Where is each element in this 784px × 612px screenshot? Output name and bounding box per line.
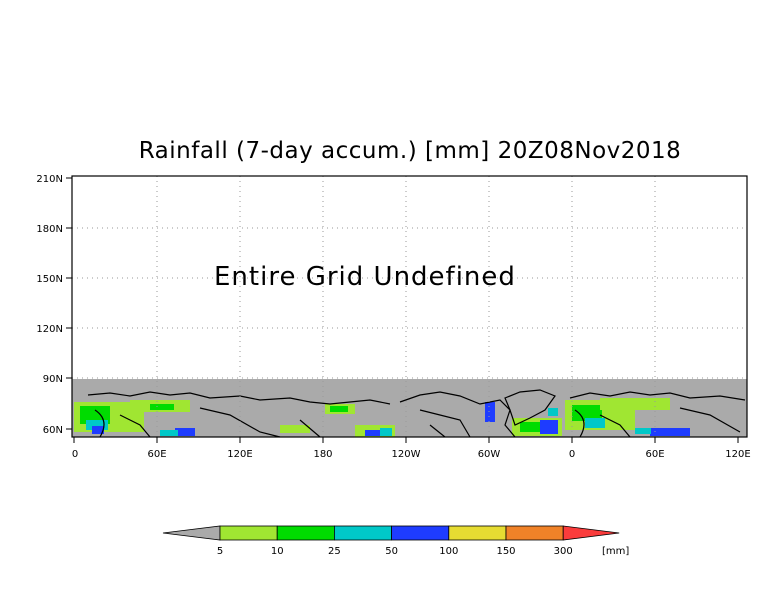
lon-label: 120E (227, 449, 252, 460)
colorbar-bins (219, 525, 620, 541)
precip-patches (74, 398, 690, 437)
lon-label: 0 (569, 449, 575, 460)
colorbar-bin (391, 525, 450, 541)
lon-label: 120W (392, 449, 421, 460)
colorbar-bin (276, 525, 335, 541)
lon-labels: 0 60E 120E 180 120W 60W 0 60E 120E (72, 449, 751, 460)
colorbar-under-triangle (162, 525, 221, 541)
map-frame (71, 175, 748, 438)
lon-label: 60W (478, 449, 501, 460)
colorbar-bin (505, 525, 564, 541)
lat-label: 210N (36, 174, 63, 185)
colorbar-label: 10 (271, 546, 284, 557)
lon-label: 180 (313, 449, 332, 460)
lat-label: 60N (43, 425, 63, 436)
map-title: Rainfall (7-day accum.) [mm] 20Z08Nov201… (138, 138, 682, 164)
colorbar-label: 300 (554, 546, 573, 557)
undefined-grid-message: Entire Grid Undefined (214, 262, 516, 292)
colorbar-label: 150 (496, 546, 515, 557)
lat-labels: 210N 180N 150N 120N 90N 60N (36, 174, 63, 436)
lat-label: 180N (36, 224, 63, 235)
colorbar-bin (448, 525, 507, 541)
colorbar-label: 50 (385, 546, 398, 557)
tick-marks (66, 177, 739, 443)
lat-label: 150N (36, 274, 63, 285)
colorbar-bin (219, 525, 278, 541)
colorbar-label: 5 (217, 546, 223, 557)
colorbar-label: 100 (439, 546, 458, 557)
lon-label: 120E (725, 449, 750, 460)
lat-label: 120N (36, 324, 63, 335)
colorbar-label: 25 (328, 546, 341, 557)
lon-label: 0 (72, 449, 78, 460)
lat-label: 90N (43, 374, 63, 385)
lon-label: 60E (645, 449, 664, 460)
colorbar-labels: 5 10 25 50 100 150 300 (217, 546, 573, 557)
colorbar-unit: [mm] (602, 546, 629, 557)
colorbar-over-triangle (562, 525, 620, 541)
colorbar-bin (333, 525, 392, 541)
lon-label: 60E (147, 449, 166, 460)
grid-lines (72, 176, 747, 437)
